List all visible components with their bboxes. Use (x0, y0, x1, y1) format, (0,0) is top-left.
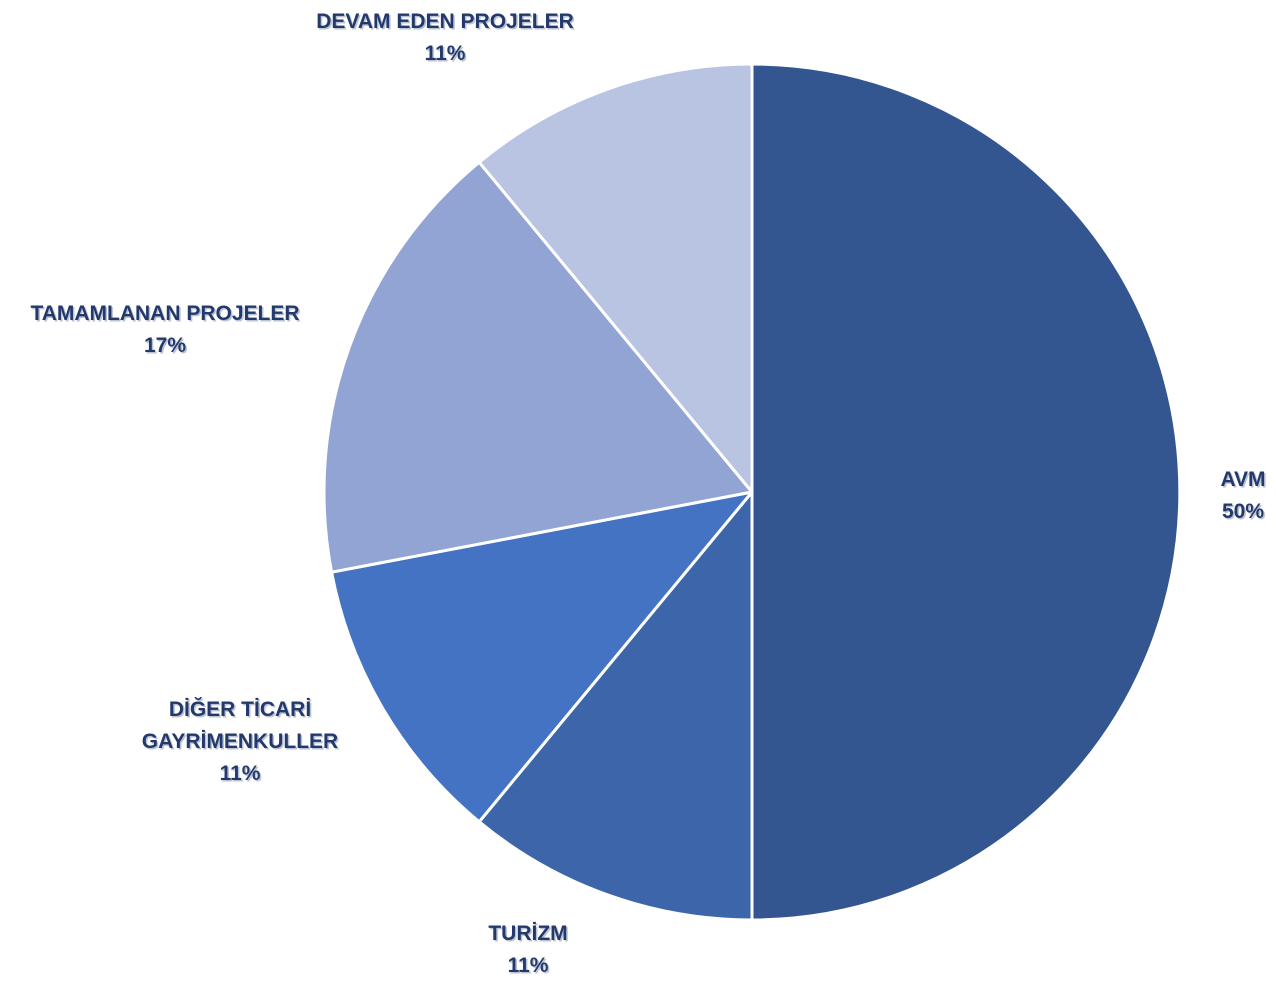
pie-slices (322, 62, 1182, 922)
pie-label-shadow: DEVAM EDEN PROJELER (318, 12, 576, 35)
pie-slice-avm (750, 62, 1182, 922)
pie-value-label: 11% (425, 42, 466, 65)
pie-label-shadow: TAMAMLANAN PROJELER (32, 304, 301, 327)
pie-slice-devam-eden-projeler (477, 62, 754, 494)
pie-label-shadow: 11% (426, 44, 467, 67)
pie-label-shadow: 17% (145, 336, 187, 359)
pie-label-shadow: 50% (1223, 502, 1265, 525)
pie-label-shadow: 11% (221, 764, 262, 787)
pie-category-label: TAMAMLANAN PROJELER (30, 302, 299, 325)
pie-slice-turi-zm (477, 490, 754, 922)
pie-category-label: DEVAM EDEN PROJELER (316, 10, 574, 33)
pie-label-shadow: GAYRİMENKULLER (143, 732, 339, 755)
pie-label-shadow: 11% (509, 956, 550, 979)
pie-slice-di-ger-ti-cari-gayri-menkuller (330, 490, 754, 824)
pie-label-shadow: DİĞER TİCARİ (170, 699, 312, 723)
pie-value-label: 17% (144, 334, 186, 357)
pie-category-label: AVM (1220, 468, 1265, 491)
pie-label-shadow: AVM (1222, 470, 1267, 493)
pie-category-label: TURİZM (488, 922, 567, 945)
pie-value-label: 11% (220, 762, 261, 785)
pie-value-label: 11% (508, 954, 549, 977)
pie-label-shadow: TURİZM (490, 924, 569, 947)
pie-slice-tamamlanan-projeler (322, 160, 754, 574)
pie-category-label: DİĞER TİCARİ (169, 697, 311, 721)
pie-category-label: GAYRİMENKULLER (142, 730, 338, 753)
pie-value-label: 50% (1222, 500, 1264, 523)
